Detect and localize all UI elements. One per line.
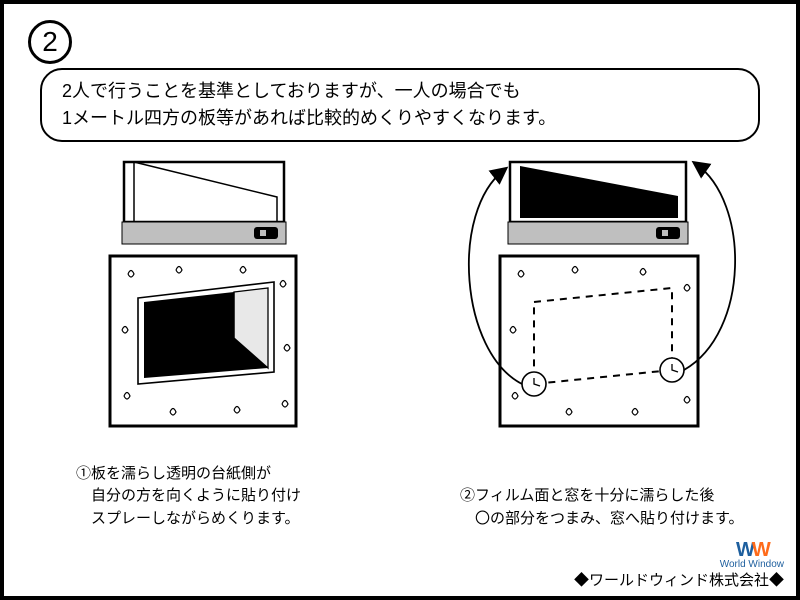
step-number-badge: 2 bbox=[28, 20, 72, 64]
tip-line-1: 2人で行うことを基準としておりますが、一人の場合でも bbox=[62, 78, 738, 105]
step-number: 2 bbox=[42, 26, 58, 58]
brand-logo: WW World Window bbox=[720, 540, 784, 570]
logo-accent: W bbox=[752, 539, 768, 561]
footer-company: ◆ワールドウィンド株式会社◆ bbox=[574, 569, 784, 590]
left-caption-2: 自分の方を向くように貼り付け bbox=[76, 485, 360, 508]
board-frame-right bbox=[500, 256, 698, 426]
tip-line-2: 1メートル四方の板等があれば比較的めくりやすくなります。 bbox=[62, 105, 738, 132]
sprayer-icon bbox=[122, 162, 286, 244]
right-diagram bbox=[400, 152, 800, 492]
left-caption-1: ①板を濡らし透明の台紙側が bbox=[76, 463, 360, 486]
logo-mark: WW bbox=[720, 540, 784, 560]
right-caption: ②フィルム面と窓を十分に濡らした後 〇の部分をつまみ、窓へ貼り付けます。 bbox=[400, 485, 796, 530]
right-caption-2: 〇の部分をつまみ、窓へ貼り付けます。 bbox=[460, 508, 766, 531]
right-caption-1: ②フィルム面と窓を十分に濡らした後 bbox=[460, 485, 766, 508]
right-panel: ②フィルム面と窓を十分に濡らした後 〇の部分をつまみ、窓へ貼り付けます。 bbox=[400, 152, 796, 536]
left-caption: ①板を濡らし透明の台紙側が 自分の方を向くように貼り付け スプレーしながらめくり… bbox=[4, 463, 400, 531]
left-diagram bbox=[4, 152, 404, 492]
left-caption-3: スプレーしながらめくります。 bbox=[76, 508, 360, 531]
window-icon bbox=[508, 162, 688, 244]
tip-bubble: 2人で行うことを基準としておりますが、一人の場合でも 1メートル四方の板等があれ… bbox=[40, 68, 760, 142]
panels-row: ①板を濡らし透明の台紙側が 自分の方を向くように貼り付け スプレーしながらめくり… bbox=[4, 152, 796, 536]
left-panel: ①板を濡らし透明の台紙側が 自分の方を向くように貼り付け スプレーしながらめくり… bbox=[4, 152, 400, 536]
